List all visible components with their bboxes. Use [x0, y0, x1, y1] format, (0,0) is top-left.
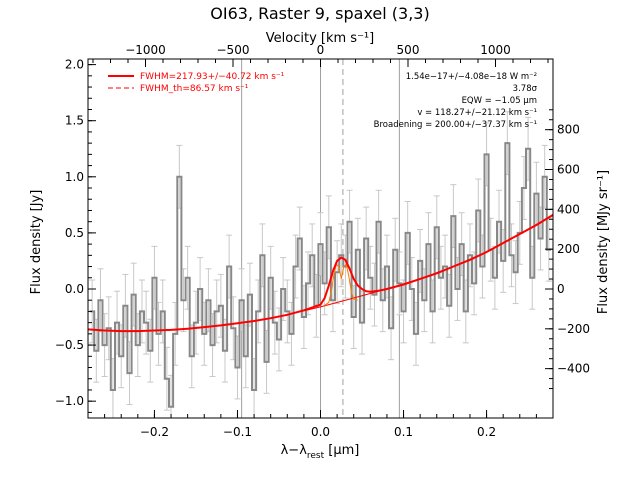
y-tick-label: 1.0 — [65, 170, 84, 184]
vel-tick-label: −1000 — [125, 43, 166, 57]
annotations: 1.54e−17+/−4.08e−18 W m⁻² 3.78σ EQW = −1… — [374, 72, 538, 130]
fit-curves — [88, 214, 553, 333]
right-tick-label: 0 — [557, 282, 565, 296]
annotation-flux: 1.54e−17+/−4.08e−18 W m⁻² — [406, 72, 537, 82]
x-tick-label: −0.1 — [223, 425, 252, 439]
y-tick-label: −1.0 — [55, 394, 84, 408]
gaussian-fit-line — [88, 214, 553, 333]
tick-marks: −0.2 −0.1 0.0 0.1 0.2 −1000 −500 0 500 1000 −1.0 −0… — [55, 43, 590, 439]
spectrum-series — [90, 142, 551, 408]
chart-title: OI63, Raster 9, spaxel (3,3) — [210, 4, 429, 23]
vel-tick-label: 500 — [397, 43, 420, 57]
right-tick-label: −200 — [557, 322, 590, 336]
thin-fit-line — [324, 263, 359, 306]
legend-fwhm-th-label: FWHM_th=86.57 km s⁻¹ — [140, 84, 249, 94]
legend-fwhm-label: FWHM=217.93+/−40.72 km s⁻¹ — [140, 72, 285, 82]
y-axis-label-right: Flux density [MJy sr⁻¹] — [596, 170, 611, 314]
y-tick-label: −0.5 — [55, 338, 84, 352]
vel-tick-label: −500 — [217, 43, 250, 57]
x-tick-label: −0.2 — [140, 425, 169, 439]
top-axis-label: Velocity [km s⁻¹] — [266, 31, 374, 46]
x-tick-label: 0.1 — [394, 425, 413, 439]
y-tick-label: 0.0 — [65, 282, 84, 296]
vel-tick-label: 1000 — [480, 43, 511, 57]
annotation-velocity: v = 118.27+/−21.12 km s⁻¹ — [417, 108, 537, 118]
right-tick-label: 400 — [557, 202, 580, 216]
y-tick-label: 2.0 — [65, 58, 84, 72]
x-axis-label: λ−λrest [μm] — [281, 443, 360, 461]
annotation-broadening: Broadening = 200.00+/−37.37 km s⁻¹ — [374, 120, 537, 130]
spectrum-line — [90, 142, 551, 408]
right-tick-label: 800 — [557, 123, 580, 137]
legend: FWHM=217.93+/−40.72 km s⁻¹ FWHM_th=86.57… — [108, 72, 285, 94]
x-tick-label: 0.2 — [477, 425, 496, 439]
x-tick-label: 0.0 — [311, 425, 330, 439]
y-tick-label: 0.5 — [65, 226, 84, 240]
right-tick-label: 200 — [557, 242, 580, 256]
vel-tick-label: 0 — [317, 43, 325, 57]
y-tick-label: 1.5 — [65, 114, 84, 128]
x-axis-label-unit: [μm] — [324, 443, 359, 458]
top-axis-label-text: Velocity [km s⁻¹] — [266, 31, 374, 46]
right-tick-label: 600 — [557, 163, 580, 177]
right-tick-label: −400 — [557, 362, 590, 376]
x-axis-label-sub: rest — [307, 451, 325, 461]
annotation-sigma: 3.78σ — [513, 84, 538, 94]
annotation-eqw: EQW = −1.05 μm — [462, 96, 537, 106]
y-axis-label: Flux density [Jy] — [29, 190, 44, 295]
x-axis-label-main: λ−λ — [281, 443, 308, 458]
